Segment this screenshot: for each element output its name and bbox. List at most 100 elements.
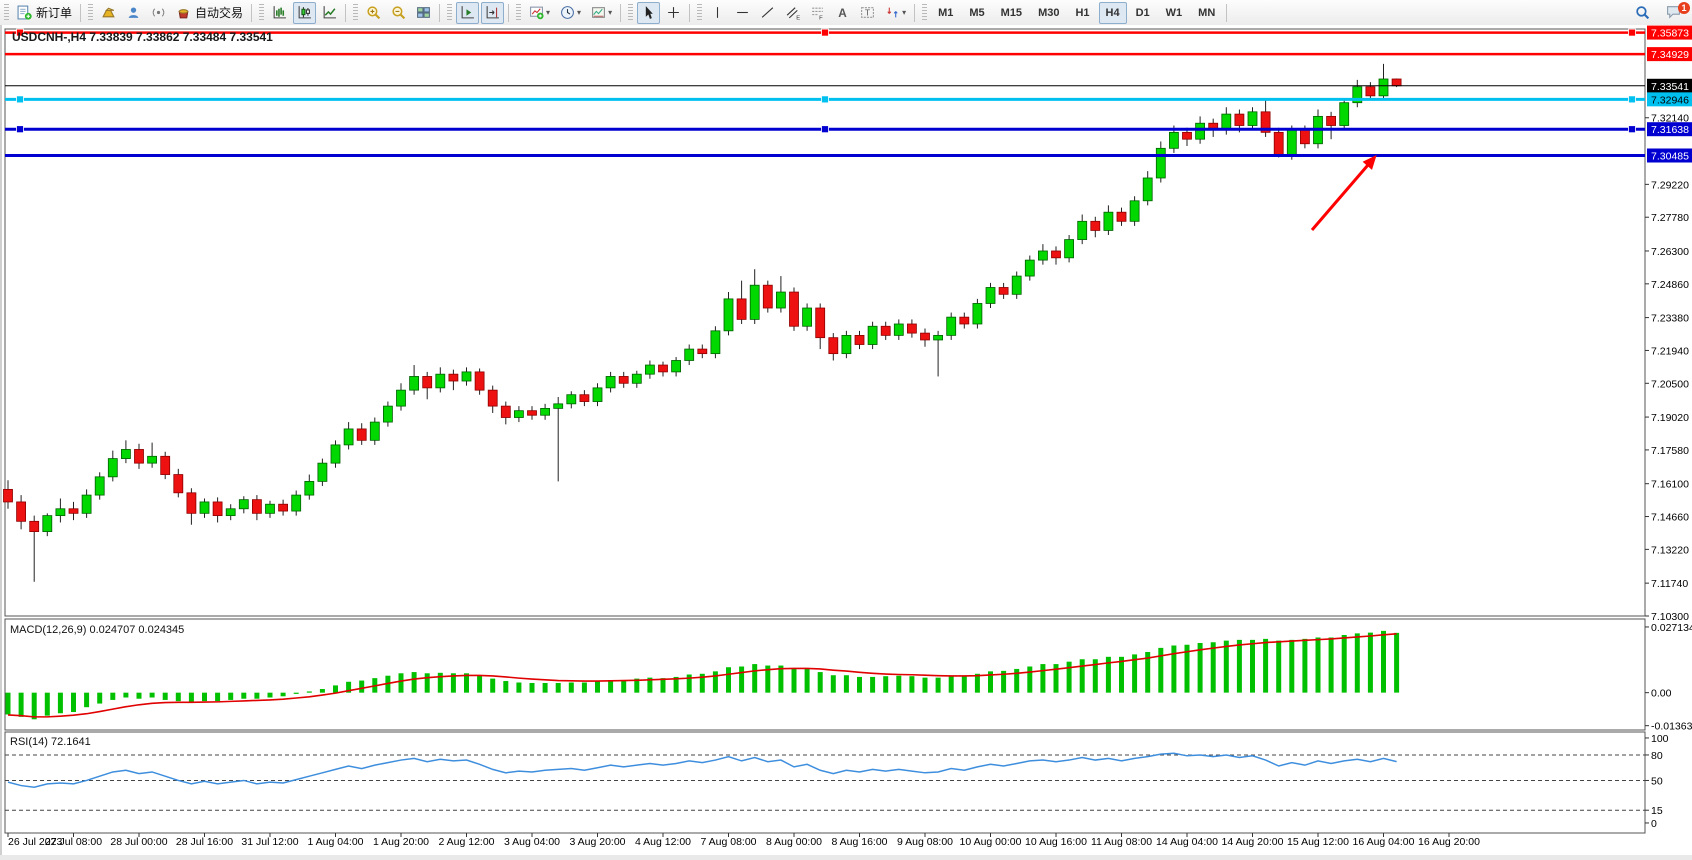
toolbar-separator (508, 3, 510, 22)
tf-m5[interactable]: M5 (962, 2, 991, 24)
bar-chart-button[interactable] (268, 2, 291, 24)
rsi-axis-label: 15 (1651, 805, 1663, 817)
bear-candle (160, 455, 171, 475)
line-handle[interactable] (821, 28, 829, 37)
rsi-line (7, 752, 1397, 789)
line-handle[interactable] (821, 95, 829, 104)
bull-candle (265, 503, 275, 514)
bull-candle (1103, 211, 1114, 231)
toolbar-grip (353, 4, 359, 21)
time-axis-label: 28 Jul 00:00 (110, 836, 167, 848)
tile-windows-button[interactable] (412, 2, 435, 24)
bull-candle (1142, 177, 1153, 202)
bull-candle (553, 403, 564, 409)
line-handle[interactable] (821, 125, 829, 134)
templates-button[interactable]: ▾ (587, 2, 616, 24)
bear-candle (762, 284, 773, 309)
arrow-annotation[interactable] (1310, 157, 1376, 231)
candlestick-chart-button[interactable] (293, 1, 317, 24)
bear-candle (1300, 129, 1310, 145)
auto-scroll-button[interactable] (456, 1, 480, 24)
mql5-community-button[interactable] (122, 2, 145, 24)
bear-candle (1365, 86, 1376, 97)
vertical-line-button[interactable] (706, 2, 729, 24)
chevron-down-icon: ▾ (608, 8, 613, 17)
indicators-button[interactable]: ▾ (525, 2, 554, 24)
toolbar-groups: 新订单 自动交易 ▾ ▾ ▾ E F A T ▾ M1 M5 M15 M30 H1 H4 D1 W1 MN (0, 0, 1230, 25)
trendline-button[interactable] (756, 2, 779, 24)
tf-m30[interactable]: M30 (1031, 2, 1066, 24)
periods-button[interactable]: ▾ (556, 2, 585, 24)
cursor-button[interactable] (637, 1, 661, 24)
horizontal-line-button[interactable] (731, 2, 754, 24)
time-axis-label: 1 Aug 04:00 (307, 836, 363, 848)
bear-candle (173, 474, 184, 494)
bear-candle (907, 323, 917, 334)
bear-candle (697, 348, 708, 355)
line-chart-button[interactable] (318, 2, 341, 24)
crosshair-button[interactable] (662, 2, 685, 24)
bull-candle (1247, 111, 1258, 126)
time-axis-label: 26 Jul 2023 (8, 836, 62, 848)
tf-m15[interactable]: M15 (994, 2, 1029, 24)
tf-d1[interactable]: D1 (1129, 2, 1157, 24)
bull-candle (645, 364, 655, 375)
toolbar-separator (620, 3, 622, 22)
tf-m1[interactable]: M1 (931, 2, 960, 24)
bull-candle (710, 330, 721, 355)
tf-h1[interactable]: H1 (1068, 2, 1096, 24)
new-order-button[interactable]: 新订单 (13, 2, 76, 24)
zoom-out-button[interactable] (387, 2, 410, 24)
bull-candle (893, 323, 904, 336)
line-handle[interactable] (1628, 125, 1636, 134)
bull-candle (1339, 102, 1350, 126)
bear-candle (422, 376, 433, 389)
fibonacci-button[interactable]: F (806, 2, 829, 24)
line-handle[interactable] (16, 95, 24, 104)
bull-candle (1038, 250, 1048, 261)
price-line-label-box (1647, 25, 1692, 40)
text-button[interactable]: A (831, 2, 854, 24)
bear-candle (579, 394, 590, 402)
toolbar-separator (689, 3, 691, 22)
line-handle[interactable] (16, 28, 24, 37)
zoom-in-button[interactable] (362, 2, 385, 24)
bull-candle (409, 376, 420, 391)
bear-candle (251, 499, 262, 514)
bear-candle (998, 287, 1009, 295)
toolbar-separator (80, 3, 82, 22)
autotrading-button[interactable]: 自动交易 (172, 2, 247, 24)
price-line-label-box (1647, 78, 1692, 93)
line-handle[interactable] (1628, 95, 1636, 104)
text-label-button[interactable]: T (856, 2, 879, 24)
metaeditor-button[interactable] (97, 2, 120, 24)
bull-candle (1129, 200, 1140, 222)
bull-candle (671, 360, 681, 373)
bull-candle (55, 508, 66, 517)
tf-h4[interactable]: H4 (1098, 1, 1127, 24)
bull-candle (802, 307, 812, 327)
bull-candle (42, 515, 53, 532)
price-axis-label: 7.24860 (1651, 279, 1689, 291)
price-line-label: 7.33541 (1651, 81, 1689, 93)
arrows-button[interactable]: ▾ (881, 2, 910, 24)
line-handle[interactable] (16, 125, 24, 134)
bull-candle (723, 298, 734, 332)
tf-mn[interactable]: MN (1191, 2, 1222, 24)
search-button[interactable] (1631, 2, 1654, 24)
tf-w1[interactable]: W1 (1159, 2, 1190, 24)
timeframe-label: M15 (1000, 6, 1023, 19)
bull-candle (382, 405, 393, 423)
macd-signal-line (7, 633, 1397, 718)
bear-candle (1326, 115, 1336, 126)
bull-candle (972, 303, 983, 325)
bear-candle (1391, 78, 1402, 87)
chart-shift-button[interactable] (481, 1, 505, 24)
bull-candle (749, 284, 760, 320)
signals-button[interactable] (147, 2, 170, 24)
equidistant-channel-button[interactable]: E (781, 2, 804, 24)
time-axis-label: 8 Aug 00:00 (766, 836, 822, 848)
line-handle[interactable] (1628, 28, 1636, 37)
svg-text:F: F (819, 15, 823, 20)
